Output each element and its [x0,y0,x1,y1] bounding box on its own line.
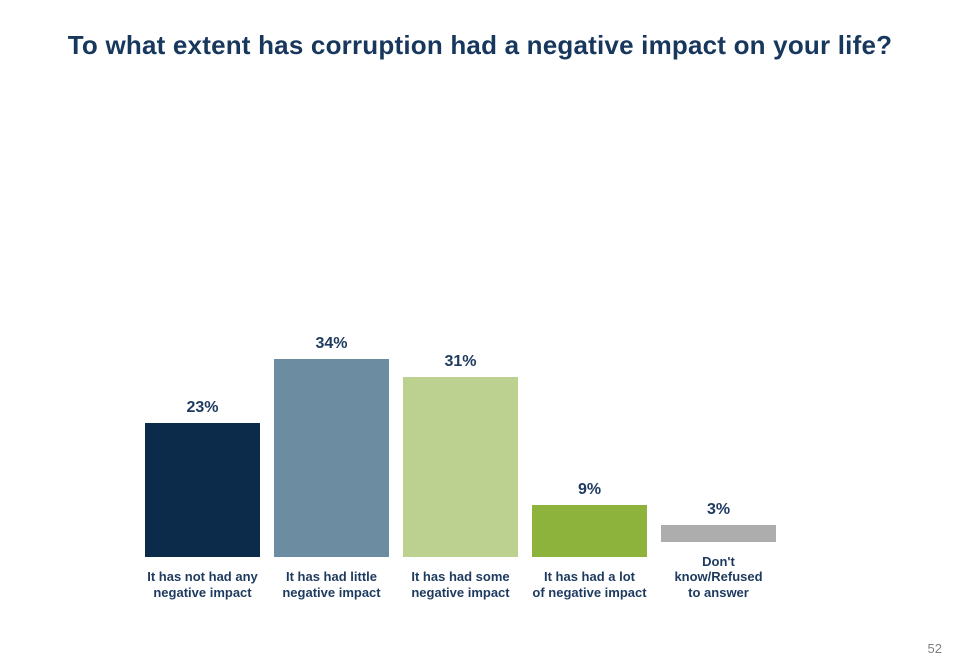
bar [403,377,518,558]
bar-chart: 23% It has not had any negative impact 34%… [145,300,776,600]
bar-group: 23% It has not had any negative impact [145,315,260,600]
page-number: 52 [927,641,942,656]
bar-category-label: It has had a lot of negative impact [532,569,647,600]
bar-value-label: 3% [706,501,731,518]
bar-area: 31% [403,315,518,558]
bar-group: 31% It has had some negative impact [403,315,518,600]
bar-group: 9% It has had a lot of negative impact [532,315,647,600]
bar-category-label: Don't know/Refused to answer [674,554,763,600]
bar [661,525,776,542]
bar-value-label: 31% [444,353,477,371]
bar-group: 34% It has had little negative impact [274,315,389,600]
bar-value-label: 34% [315,335,348,353]
bar [145,423,260,558]
bar-area: 9% [532,315,647,558]
bar-area: 34% [274,315,389,558]
bar-value-label: 23% [186,399,219,417]
bar-category-label: It has had little negative impact [282,569,381,600]
bar-category-label: It has not had any negative impact [147,569,258,600]
bar-area: 23% [145,315,260,558]
bar-area: 3% [661,300,776,542]
bar-value-label: 9% [577,481,602,499]
bar-category-label: It has had some negative impact [411,569,510,600]
chart-title: To what extent has corruption had a nega… [67,30,893,60]
bar [532,505,647,558]
bar [274,359,389,558]
bar-group: 3% Don't know/Refused to answer [661,300,776,600]
